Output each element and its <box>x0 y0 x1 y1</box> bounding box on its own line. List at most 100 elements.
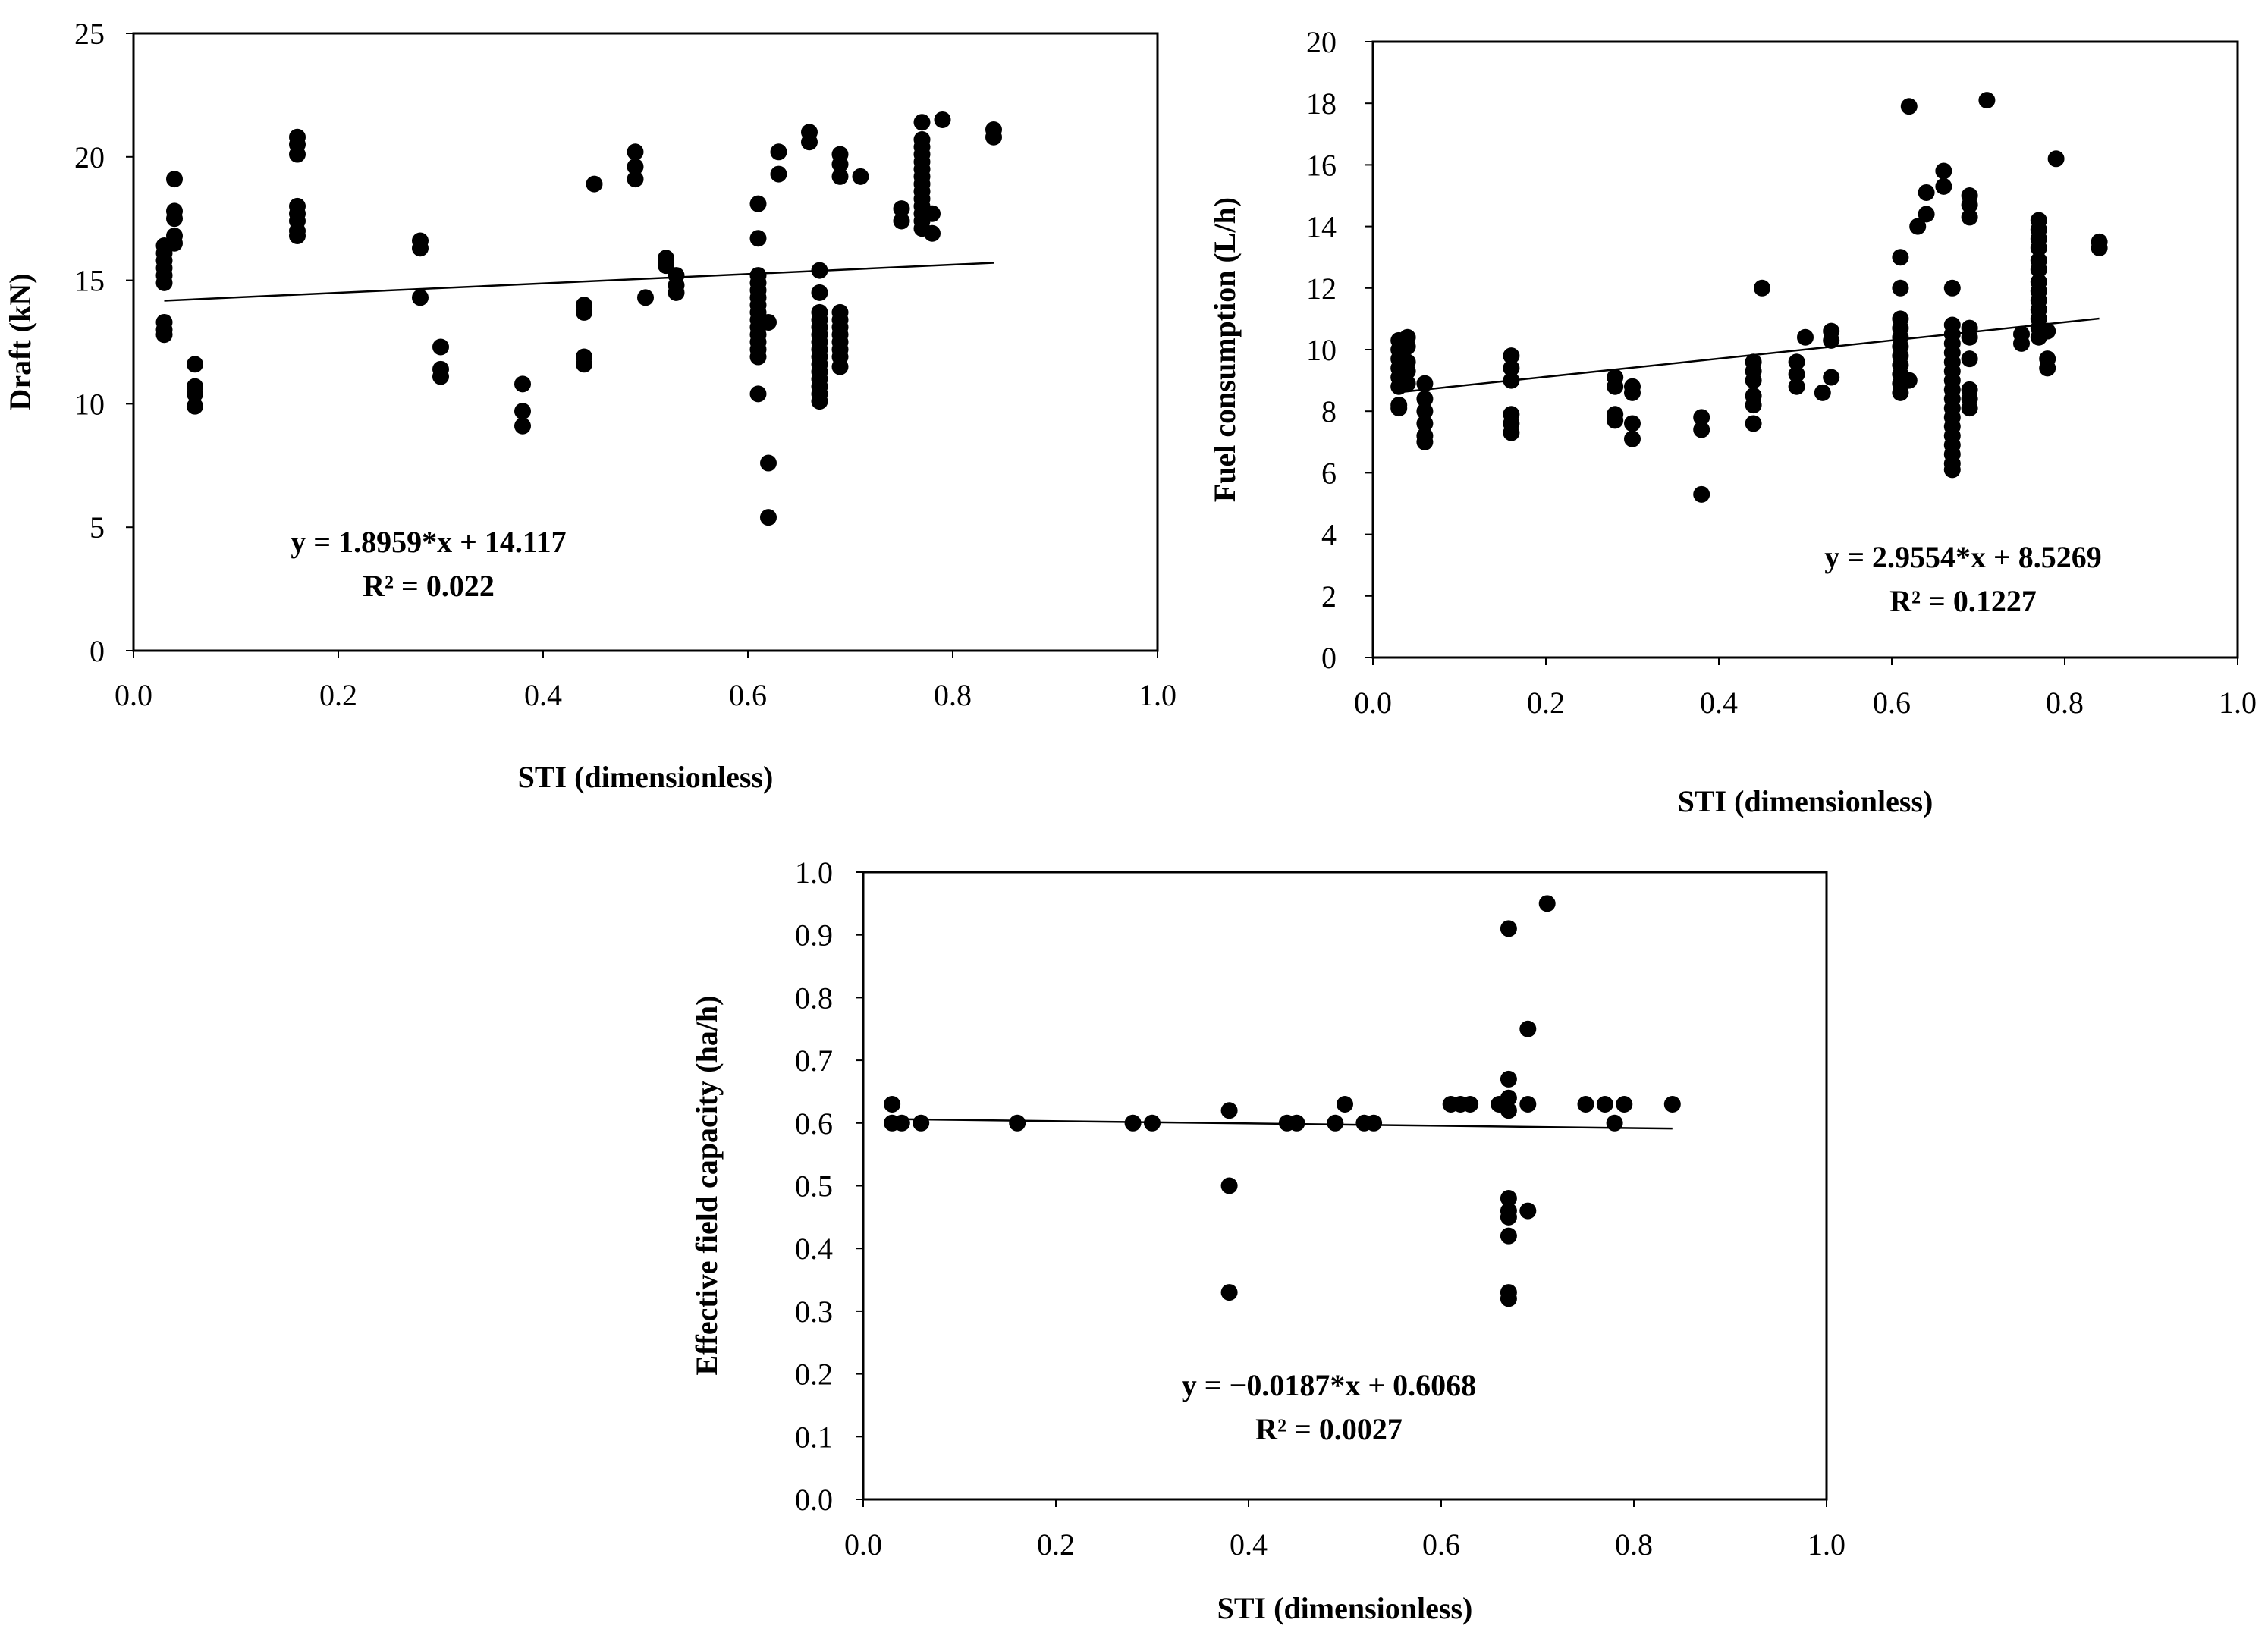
data-point <box>770 143 787 161</box>
data-point <box>1788 378 1805 395</box>
data-point <box>1607 412 1624 429</box>
data-point <box>831 358 849 375</box>
trend-line <box>164 262 994 302</box>
data-point <box>749 195 767 212</box>
data-point <box>289 146 306 163</box>
data-point <box>831 168 849 185</box>
data-point <box>1337 1095 1353 1113</box>
regression-equation: y = 2.9554*x + 8.5269 <box>1824 540 2102 574</box>
data-point <box>1538 895 1556 912</box>
data-point <box>760 454 777 472</box>
data-point <box>412 240 429 257</box>
y-tick-label: 0.2 <box>795 1358 833 1392</box>
data-point <box>155 326 173 344</box>
x-tick-label: 0.2 <box>1527 686 1565 720</box>
y-tick-label: 15 <box>74 264 105 298</box>
data-point <box>1500 1190 1517 1207</box>
data-point <box>514 417 531 435</box>
data-point <box>749 385 767 403</box>
x-tick-label: 0.4 <box>1230 1527 1268 1562</box>
data-point <box>1500 1070 1517 1088</box>
data-point <box>2039 322 2056 340</box>
data-point <box>1823 369 1840 386</box>
data-point <box>1745 415 1762 432</box>
y-tick-label: 6 <box>1321 456 1337 490</box>
y-tick-label: 18 <box>1306 86 1337 121</box>
data-point <box>1519 1020 1537 1037</box>
y-tick-label: 0.5 <box>795 1169 833 1204</box>
data-point <box>576 303 592 321</box>
data-point <box>627 158 644 175</box>
data-point <box>1399 375 1416 392</box>
data-point <box>1416 415 1434 432</box>
x-tick-label: 0.4 <box>1700 686 1738 720</box>
data-point <box>2047 150 2065 168</box>
data-point <box>1909 218 1927 235</box>
x-tick-label: 0.8 <box>934 678 972 712</box>
data-point <box>1961 196 1978 214</box>
plot-frame <box>862 871 1828 1501</box>
data-point <box>166 171 183 188</box>
data-point <box>187 356 203 373</box>
y-tick-label: 0.4 <box>795 1232 833 1266</box>
data-point <box>1519 1202 1537 1220</box>
data-point <box>1500 1227 1517 1245</box>
data-point <box>514 403 531 420</box>
data-point <box>2091 240 2108 257</box>
regression-equation: y = −0.0187*x + 0.6068 <box>1182 1368 1476 1402</box>
data-point <box>1935 177 1952 195</box>
data-point <box>1220 1177 1238 1194</box>
y-tick-label: 0 <box>90 634 105 668</box>
y-axis-label: Draft (kN) <box>3 273 37 410</box>
x-axis-label: STI (dimensionless) <box>1678 784 1933 818</box>
data-point <box>2013 334 2030 352</box>
data-point <box>1961 328 1978 346</box>
data-point <box>1892 279 1909 297</box>
data-point <box>801 133 818 151</box>
data-point <box>1961 400 1978 417</box>
y-tick-label: 20 <box>74 140 105 174</box>
data-point <box>1503 347 1520 365</box>
y-tick-label: 10 <box>1306 333 1337 367</box>
y-tick-label: 14 <box>1306 210 1337 244</box>
data-point <box>1693 421 1710 438</box>
data-point <box>1500 1290 1517 1307</box>
x-tick-label: 0.0 <box>844 1527 882 1562</box>
data-point <box>668 284 685 301</box>
data-point <box>1663 1095 1681 1113</box>
r-squared-label: R² = 0.1227 <box>1889 584 2037 618</box>
data-point <box>1596 1095 1613 1113</box>
y-axis-label: Effective field capacity (ha/h) <box>690 996 724 1376</box>
data-point <box>514 375 531 393</box>
x-tick-label: 0.0 <box>115 678 152 712</box>
data-point <box>749 230 767 247</box>
data-point <box>1900 372 1918 389</box>
data-point <box>1500 1102 1517 1119</box>
y-tick-label: 16 <box>1306 148 1337 182</box>
data-point <box>1416 433 1434 450</box>
data-point <box>412 289 429 306</box>
chart-efc: 0.0 0.2 0.4 0.6 0.8 1.0 0.0 0.1 0.2 0.3 0.4 0.5 0.6 0… <box>690 855 1845 1625</box>
y-tick-label: 10 <box>74 387 105 421</box>
data-point <box>1754 279 1770 297</box>
data-point <box>1823 331 1840 349</box>
y-tick-label: 0.3 <box>795 1295 833 1329</box>
data-point <box>1943 279 1961 297</box>
y-tick-label: 0.6 <box>795 1107 833 1141</box>
x-tick-label: 0.2 <box>1037 1527 1075 1562</box>
plot-frame <box>132 32 1159 652</box>
data-point <box>1500 920 1517 937</box>
x-tick-label: 0.8 <box>2046 686 2084 720</box>
data-point <box>1577 1095 1594 1113</box>
data-point <box>1961 209 1978 226</box>
data-point <box>934 111 951 128</box>
x-tick-label: 0.2 <box>319 678 357 712</box>
x-tick-label: 0.6 <box>1873 686 1911 720</box>
data-point <box>1399 363 1416 380</box>
data-point <box>893 1114 910 1132</box>
data-point <box>576 356 592 373</box>
data-point <box>1288 1114 1305 1132</box>
x-axis-label: STI (dimensionless) <box>518 760 774 794</box>
x-tick-label: 0.8 <box>1615 1527 1653 1562</box>
